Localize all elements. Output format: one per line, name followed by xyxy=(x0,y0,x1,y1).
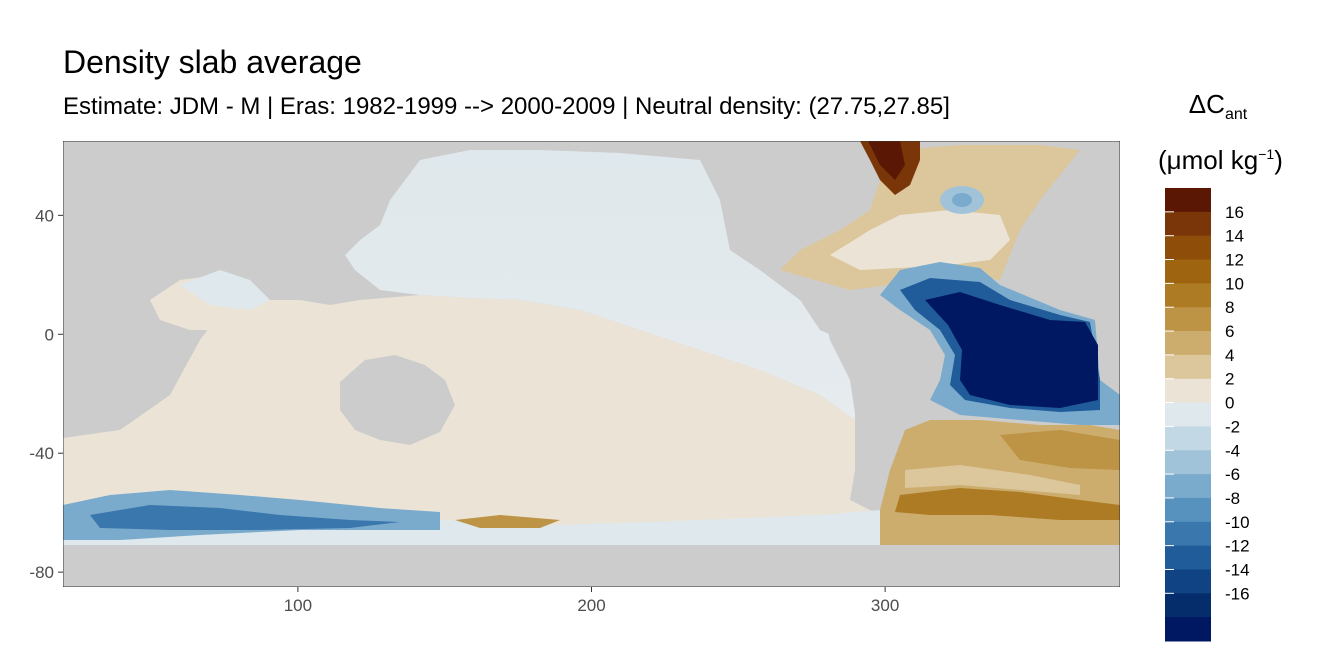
colorbar-swatch xyxy=(1165,211,1211,237)
colorbar-label: 12 xyxy=(1225,251,1244,270)
south-atlantic-band xyxy=(1000,430,1120,470)
colorbar-label: -8 xyxy=(1225,489,1240,508)
legend-unit: (μmol kg−1) xyxy=(1158,138,1283,176)
y-tick-label: -80 xyxy=(29,563,54,582)
colorbar-swatch xyxy=(1165,569,1211,594)
x-tick-label: 200 xyxy=(577,596,605,615)
legend-unit-close: ) xyxy=(1274,145,1283,175)
north-america xyxy=(720,141,880,300)
legend-unit-superscript: −1 xyxy=(1258,146,1275,162)
colorbar-swatch xyxy=(1165,307,1211,332)
australia xyxy=(340,355,455,445)
north-pacific-ocean xyxy=(345,150,855,420)
colorbar-label: 0 xyxy=(1225,394,1234,413)
colorbar-swatch xyxy=(1165,593,1211,618)
madagascar xyxy=(135,360,152,398)
south-china-sea xyxy=(180,270,270,310)
colorbar-swatch xyxy=(1165,188,1211,213)
colorbar-swatch xyxy=(1165,545,1211,570)
southern-ocean-indian-core xyxy=(90,505,400,530)
legend-unit-open: (μmol kg xyxy=(1158,145,1259,175)
tropical-atlantic-core xyxy=(925,292,1098,408)
colorbar-label: 16 xyxy=(1225,203,1244,222)
colorbar-swatch xyxy=(1165,331,1211,356)
colorbar-label: 8 xyxy=(1225,298,1234,317)
x-tick-label: 300 xyxy=(871,596,899,615)
colorbar-swatch xyxy=(1165,378,1211,404)
colorbar-label: 14 xyxy=(1225,227,1244,246)
colorbar: 16 14 12 10 8 6 4 2 0 -2 -4 -6 -8 -10 -12 -14 -16 xyxy=(1165,188,1250,642)
south-atlantic-band-2 xyxy=(895,488,1120,520)
chart-subtitle: Estimate: JDM - M | Eras: 1982-1999 --> … xyxy=(63,93,950,120)
southern-ocean-band xyxy=(63,510,880,545)
colorbar-label: -2 xyxy=(1225,417,1240,436)
y-tick-label: -40 xyxy=(29,444,54,463)
colorbar-label: 4 xyxy=(1225,346,1234,365)
colorbar-label: -6 xyxy=(1225,465,1240,484)
colorbar-swatch xyxy=(1165,426,1211,451)
labrador-sea-core xyxy=(868,141,905,180)
south-atlantic-light xyxy=(905,465,1080,495)
chart-title: Density slab average xyxy=(63,44,362,80)
legend-title: ΔCant xyxy=(1158,88,1278,131)
legend-title-symbol: ΔC xyxy=(1188,89,1225,119)
colorbar-swatch xyxy=(1165,617,1211,642)
antarctica xyxy=(63,545,1120,587)
colorbar-swatch xyxy=(1165,474,1211,499)
indian-south-pacific-ocean xyxy=(63,295,880,545)
colorbar-swatch xyxy=(1165,450,1211,475)
colorbar-swatch xyxy=(1165,283,1211,308)
colorbar-swatch xyxy=(1165,497,1211,523)
colorbar-label: -4 xyxy=(1225,441,1240,460)
colorbar-swatch xyxy=(1165,521,1211,547)
x-tick-label: 100 xyxy=(284,596,312,615)
colorbar-label: 2 xyxy=(1225,370,1234,389)
y-tick-label: 0 xyxy=(45,325,54,344)
colorbar-swatch xyxy=(1165,354,1211,380)
irminger-sea-core xyxy=(952,193,972,207)
eurasia-land xyxy=(63,141,420,270)
colorbar-swatch xyxy=(1165,235,1211,261)
colorbar-label: -16 xyxy=(1225,584,1250,603)
map-panel xyxy=(63,141,1120,587)
colorbar-swatch xyxy=(1165,402,1211,427)
y-tick-label: 40 xyxy=(35,206,54,225)
colorbar-label: -12 xyxy=(1225,537,1250,556)
colorbar-label: -10 xyxy=(1225,513,1250,532)
legend-title-subscript: ant xyxy=(1224,106,1248,123)
colorbar-label: -14 xyxy=(1225,560,1250,579)
ross-sea-brown xyxy=(455,515,560,528)
north-atlantic-central xyxy=(830,210,1010,270)
colorbar-label: 10 xyxy=(1225,274,1244,293)
south-america xyxy=(820,295,950,505)
colorbar-label: 6 xyxy=(1225,322,1234,341)
colorbar-swatch xyxy=(1165,259,1211,284)
africa xyxy=(1000,275,1120,390)
